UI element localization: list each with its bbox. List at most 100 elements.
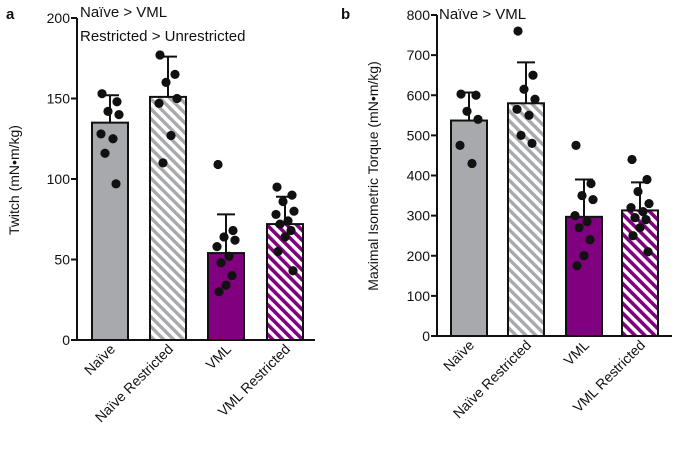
data-point: [96, 129, 106, 139]
y-tick-label: 300: [407, 208, 431, 224]
data-point: [471, 90, 481, 100]
x-category-label: Naïve: [81, 341, 118, 378]
y-tick-label: 100: [407, 288, 431, 304]
data-point: [512, 104, 522, 114]
data-point: [272, 182, 282, 192]
data-point: [158, 158, 168, 168]
panel-b-torque-chart: b Naïve > VML Maximal Isometric Torque (…: [341, 6, 672, 421]
panel-b-annotation-1: Naïve > VML: [439, 6, 526, 23]
data-point: [97, 89, 107, 99]
data-point: [228, 225, 238, 236]
data-point: [100, 148, 110, 158]
data-point: [224, 251, 234, 261]
data-point: [516, 130, 526, 140]
data-point: [642, 174, 652, 185]
data-point: [214, 287, 224, 297]
data-point: [627, 154, 637, 165]
panel-a-annotation-1: Naïve > VML: [80, 4, 167, 21]
data-point: [628, 231, 638, 241]
data-point: [524, 110, 534, 120]
data-point: [230, 235, 240, 245]
data-point: [633, 186, 643, 197]
data-point: [287, 190, 297, 200]
y-tick-label: 200: [407, 248, 431, 264]
data-point: [154, 98, 164, 108]
data-point: [626, 203, 636, 213]
data-point: [170, 69, 180, 79]
data-point: [462, 106, 472, 116]
data-point: [108, 134, 118, 144]
data-point: [638, 207, 648, 217]
data-point: [212, 242, 222, 252]
panel-a-letter: a: [6, 6, 15, 23]
panel-a-annotation-2: Restricted > Unrestricted: [80, 28, 245, 45]
data-point: [572, 261, 582, 271]
data-point: [630, 213, 640, 223]
y-tick-label: 800: [407, 7, 431, 23]
data-point: [588, 194, 598, 205]
data-point: [579, 251, 589, 261]
data-point: [586, 178, 596, 189]
panel-b-letter: b: [341, 6, 350, 23]
y-tick-label: 400: [407, 168, 431, 184]
bar-1: [507, 102, 545, 338]
data-point: [280, 232, 290, 242]
data-point: [570, 211, 580, 221]
data-point: [528, 70, 538, 80]
data-point: [112, 97, 122, 107]
data-point: [577, 190, 587, 201]
data-point: [519, 84, 529, 94]
data-point: [644, 198, 654, 209]
panel-b-y-axis-label: Maximal Isometric Torque (mN•m/kg): [365, 61, 381, 290]
y-tick-label: 200: [47, 10, 71, 26]
data-point: [574, 223, 584, 233]
x-category-label: VML: [202, 341, 234, 373]
panel-a-y-axis-label: Twitch (mN•m/kg): [6, 125, 22, 235]
data-point: [161, 77, 171, 87]
bar-0: [450, 119, 488, 337]
y-tick-label: 600: [407, 87, 431, 103]
panel-a-twitch-chart: a Naïve > VML Restricted > Unrestricted …: [6, 4, 315, 425]
bar-2: [565, 215, 603, 337]
data-point: [286, 225, 296, 236]
data-point: [111, 179, 121, 189]
data-point: [221, 280, 231, 290]
y-tick-label: 500: [407, 127, 431, 143]
data-point: [635, 223, 645, 233]
data-point: [571, 140, 581, 151]
data-point: [271, 209, 281, 220]
y-tick-label: 0: [422, 328, 430, 344]
data-point: [103, 106, 113, 116]
data-point: [216, 258, 226, 268]
data-point: [288, 266, 298, 276]
data-point: [166, 130, 176, 141]
data-point: [219, 232, 229, 242]
data-point: [641, 215, 651, 225]
x-category-label: Naïve: [440, 337, 477, 374]
data-point: [289, 206, 299, 216]
data-point: [527, 138, 537, 148]
data-point: [643, 247, 653, 257]
bar-0: [91, 121, 129, 342]
y-tick-label: 700: [407, 47, 431, 63]
data-point: [473, 114, 483, 124]
data-point: [275, 219, 285, 229]
y-tick-label: 50: [54, 252, 70, 268]
data-point: [213, 159, 223, 170]
data-point: [172, 93, 182, 104]
data-point: [283, 216, 293, 226]
data-point: [273, 246, 283, 257]
data-point: [155, 50, 165, 60]
data-point: [530, 94, 540, 104]
y-tick-label: 0: [62, 332, 70, 348]
data-point: [455, 140, 465, 151]
data-point: [585, 235, 595, 245]
data-point: [456, 89, 466, 99]
data-point: [513, 26, 523, 36]
y-tick-label: 100: [47, 171, 71, 187]
bar-2: [207, 252, 245, 341]
data-point: [114, 110, 124, 120]
x-category-label: VML: [560, 337, 592, 369]
data-point: [227, 271, 237, 281]
data-point: [467, 158, 477, 169]
